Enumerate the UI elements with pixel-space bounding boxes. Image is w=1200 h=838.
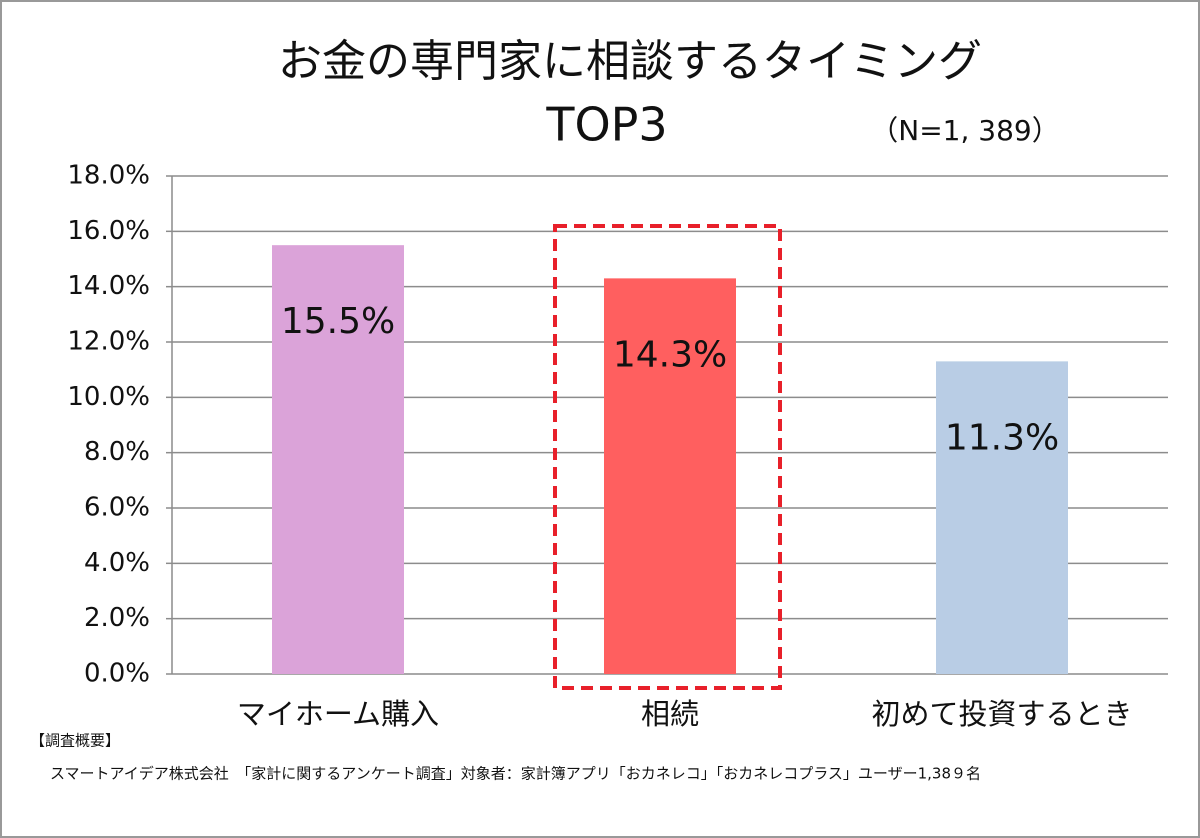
x-tick-label: 初めて投資するとき <box>871 697 1132 731</box>
y-tick-label: 4.0% <box>84 548 150 578</box>
y-tick-label: 16.0% <box>67 216 150 246</box>
note: スマートアイデア株式会社 「家計に関するアンケート調査」対象者：家計簿アプリ「お… <box>50 765 981 783</box>
y-tick-label: 18.0% <box>67 161 150 191</box>
value-label: 14.3% <box>613 334 727 375</box>
highlight-box <box>553 224 782 690</box>
y-tick-label: 8.0% <box>84 437 150 467</box>
y-tick-label: 6.0% <box>84 493 150 523</box>
y-tick-label: 2.0% <box>84 603 150 633</box>
annotation: （N=1, 389） <box>870 114 1059 147</box>
bar <box>272 245 404 674</box>
value-label: 11.3% <box>945 417 1059 458</box>
chart-title: お金の専門家に相談するタイミング <box>278 36 982 87</box>
note: 【調査概要】 <box>30 732 120 750</box>
value-label: 15.5% <box>281 301 395 342</box>
bar <box>604 278 736 674</box>
y-tick-label: 12.0% <box>67 327 150 357</box>
y-tick-label: 14.0% <box>67 271 150 301</box>
bar <box>936 361 1068 674</box>
x-tick-label: マイホーム購入 <box>237 697 439 731</box>
y-tick-label: 10.0% <box>67 382 150 412</box>
y-tick-label: 0.0% <box>84 659 150 689</box>
x-tick-label: 相続 <box>641 697 699 731</box>
chart-title: TOP3 <box>545 98 667 152</box>
